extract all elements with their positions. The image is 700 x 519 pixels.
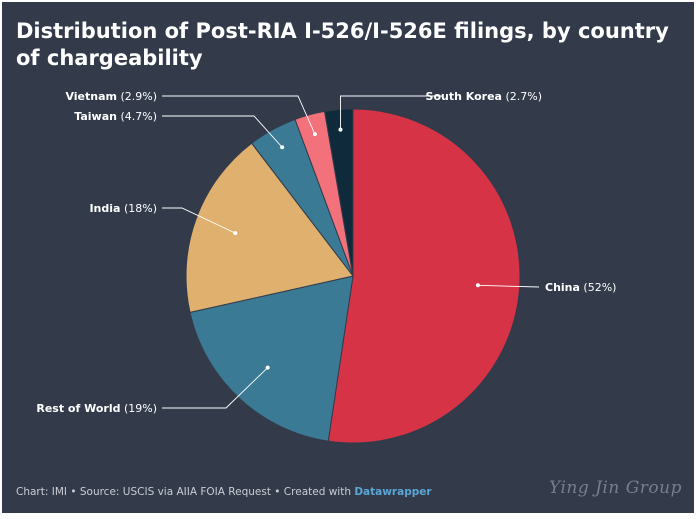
leader-line [162, 115, 283, 148]
leader-dot [265, 365, 270, 370]
watermark: Ying Jin Group [549, 478, 682, 498]
chart-footer: Chart: IMI • Source: USCIS via AIIA FOIA… [16, 486, 432, 498]
slice-label: China (52%) [545, 281, 616, 294]
leader-dot [338, 127, 343, 132]
slice-label-name: Vietnam [65, 90, 117, 103]
pie-slice-rest-of-world[interactable] [189, 275, 354, 442]
leader-dot [233, 231, 238, 236]
slice-label: Rest of World (19%) [36, 402, 157, 415]
slice-label-name: South Korea [426, 90, 502, 103]
datawrapper-link[interactable]: Datawrapper [354, 486, 432, 498]
slice-label-percent: (19%) [120, 402, 157, 415]
slice-label-percent: (2.9%) [117, 90, 157, 103]
slice-label: India (18%) [89, 202, 157, 215]
slice-label-percent: (4.7%) [117, 110, 157, 123]
slice-label: Vietnam (2.9%) [65, 90, 157, 103]
slice-label-name: China [545, 281, 580, 294]
leader-dot [475, 283, 480, 288]
leader-line [162, 207, 236, 234]
leader-dot [280, 145, 285, 150]
slice-label-name: Rest of World [36, 402, 120, 415]
slice-label-percent: (18%) [120, 202, 157, 215]
slice-label-percent: (2.7%) [502, 90, 542, 103]
leader-line [340, 95, 442, 130]
leader-line [477, 284, 540, 288]
chart-title: Distribution of Post-RIA I-526/I-526E fi… [16, 19, 669, 70]
pie-slice-india[interactable] [185, 142, 354, 314]
leader-dot [312, 132, 317, 137]
slice-label: South Korea (2.7%) [426, 90, 542, 103]
footer-source: Chart: IMI • Source: USCIS via AIIA FOIA… [16, 486, 351, 498]
slice-label-name: India [89, 202, 120, 215]
slice-label-name: Taiwan [74, 110, 117, 123]
leader-line [162, 95, 316, 135]
pie-slice-south-korea[interactable] [324, 108, 354, 277]
pie-slice-china[interactable] [327, 108, 521, 444]
slice-label: Taiwan (4.7%) [74, 110, 157, 123]
leader-line [162, 367, 268, 409]
slice-label-percent: (52%) [580, 281, 617, 294]
